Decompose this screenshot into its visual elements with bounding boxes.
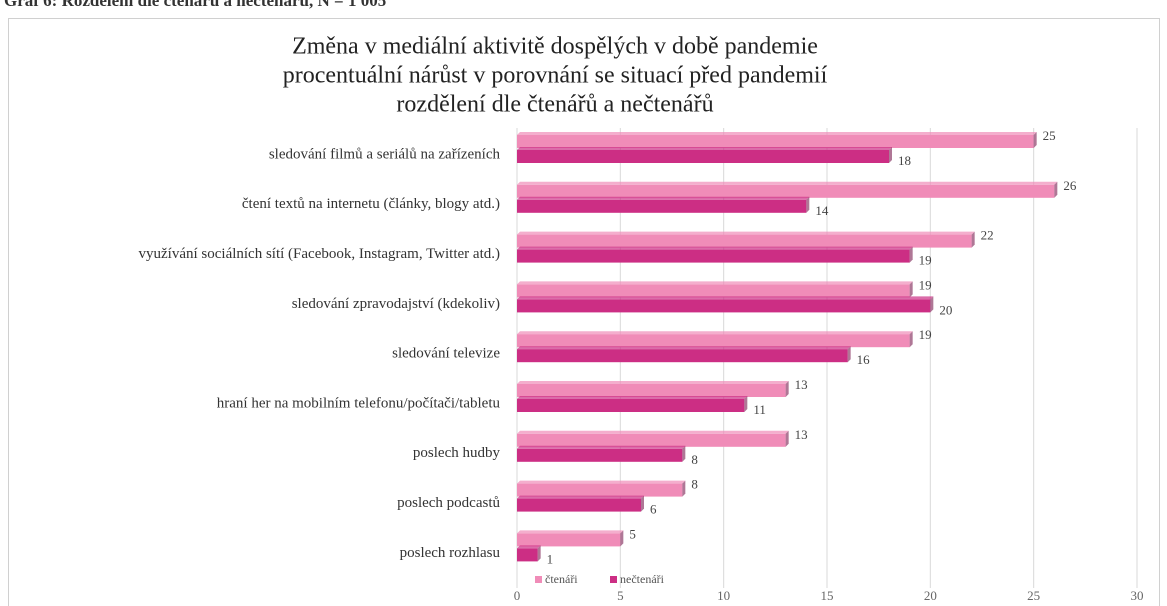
bar-top xyxy=(517,545,541,549)
y-tick-label: sledování televize xyxy=(392,346,500,362)
bar-top xyxy=(517,196,810,200)
bar xyxy=(517,184,1055,198)
y-tick-label: sledování filmů a seriálů na zařízeních xyxy=(269,146,501,162)
bar-cap xyxy=(1033,132,1037,148)
bar xyxy=(517,433,786,447)
y-tick-label: sledování zpravodajství (kdekoliv) xyxy=(292,296,500,312)
bar xyxy=(517,548,538,562)
y-tick-label: poslech rozhlasu xyxy=(400,545,501,561)
value-label: 11 xyxy=(753,402,766,417)
chart-title: Změna v mediální aktivitě dospělých v do… xyxy=(292,34,818,60)
bar xyxy=(517,334,910,348)
bar-top xyxy=(517,296,934,300)
value-label: 16 xyxy=(857,352,871,367)
bar xyxy=(517,234,972,248)
bar-cap xyxy=(847,346,851,363)
bar-top xyxy=(517,381,789,384)
x-tick-label: 20 xyxy=(924,588,937,603)
bar-top xyxy=(517,396,748,399)
legend-label: nečtenáři xyxy=(620,572,665,586)
bar-cap xyxy=(909,331,913,348)
x-tick-label: 5 xyxy=(617,588,624,603)
legend-swatch xyxy=(535,576,542,583)
bar xyxy=(517,399,745,412)
bar-cap xyxy=(537,545,541,562)
y-tick-label: poslech hudby xyxy=(413,445,501,461)
value-label: 13 xyxy=(795,427,808,442)
bar xyxy=(517,284,910,298)
bar xyxy=(517,135,1034,148)
bar-cap xyxy=(909,281,913,298)
x-tick-label: 10 xyxy=(717,588,730,603)
bar-top xyxy=(517,281,913,285)
bar-cap xyxy=(971,231,975,248)
bar-top xyxy=(517,346,851,350)
y-tick-label: hraní her na mobilním telefonu/počítači/… xyxy=(217,395,501,411)
value-label: 19 xyxy=(919,277,932,292)
x-tick-label: 30 xyxy=(1131,588,1144,603)
y-tick-label: využívání sociálních sítí (Facebook, Ins… xyxy=(139,246,501,262)
bar-top xyxy=(517,147,892,150)
bar-cap xyxy=(785,381,789,397)
bar-cap xyxy=(744,396,748,412)
bar xyxy=(517,150,889,163)
value-label: 13 xyxy=(795,377,808,392)
value-label: 1 xyxy=(547,551,554,566)
y-tick-label: poslech podcastů xyxy=(397,495,500,511)
value-label: 20 xyxy=(939,302,952,317)
x-tick-label: 25 xyxy=(1027,588,1040,603)
bar xyxy=(517,498,641,512)
bar-top xyxy=(517,495,644,499)
bar-cap xyxy=(806,196,810,213)
x-tick-label: 15 xyxy=(821,588,834,603)
bar-cap xyxy=(641,495,644,512)
value-label: 22 xyxy=(981,228,994,243)
bar-top xyxy=(517,530,624,534)
bar-top xyxy=(517,231,975,235)
value-label: 14 xyxy=(815,203,829,218)
bar-cap xyxy=(889,147,892,163)
bar-top xyxy=(517,132,1037,135)
chart-title: procentuální nárůst v porovnání se situa… xyxy=(283,63,828,89)
x-tick-label: 0 xyxy=(514,588,521,603)
bar xyxy=(517,483,683,497)
value-label: 6 xyxy=(650,502,657,517)
bar-top xyxy=(517,246,913,250)
value-label: 19 xyxy=(919,327,932,342)
bar-top xyxy=(517,430,789,434)
bar-cap xyxy=(930,296,934,313)
bar-cap xyxy=(1054,181,1058,198)
bar xyxy=(517,384,786,397)
bar-top xyxy=(517,331,913,335)
y-tick-label: čtení textů na internetu (články, blogy … xyxy=(242,196,500,212)
bar-top xyxy=(517,445,686,449)
bar-cap xyxy=(682,445,686,462)
bar-cap xyxy=(909,246,913,263)
bar xyxy=(517,249,910,263)
bar xyxy=(517,199,807,213)
chart-title: rozdělení dle čtenářů a nečtenářů xyxy=(396,92,713,118)
bar-top xyxy=(517,480,686,484)
heading: Graf 6: Rozdělení dle čtenářů a nečtenář… xyxy=(4,0,386,10)
bar-top xyxy=(517,181,1058,185)
bar xyxy=(517,299,931,313)
bar-cap xyxy=(785,430,789,447)
bar-cap xyxy=(620,530,624,547)
value-label: 8 xyxy=(691,477,698,492)
value-label: 18 xyxy=(898,153,911,168)
legend-swatch xyxy=(610,576,617,583)
legend-label: čtenáři xyxy=(545,572,578,586)
value-label: 26 xyxy=(1063,178,1077,193)
value-label: 5 xyxy=(629,526,636,541)
bar xyxy=(517,533,621,547)
value-label: 25 xyxy=(1043,128,1056,143)
bar xyxy=(517,349,848,363)
value-label: 19 xyxy=(919,253,932,268)
bar xyxy=(517,448,683,462)
bar-cap xyxy=(682,480,686,497)
chart-border xyxy=(8,18,1160,606)
value-label: 8 xyxy=(691,452,698,467)
